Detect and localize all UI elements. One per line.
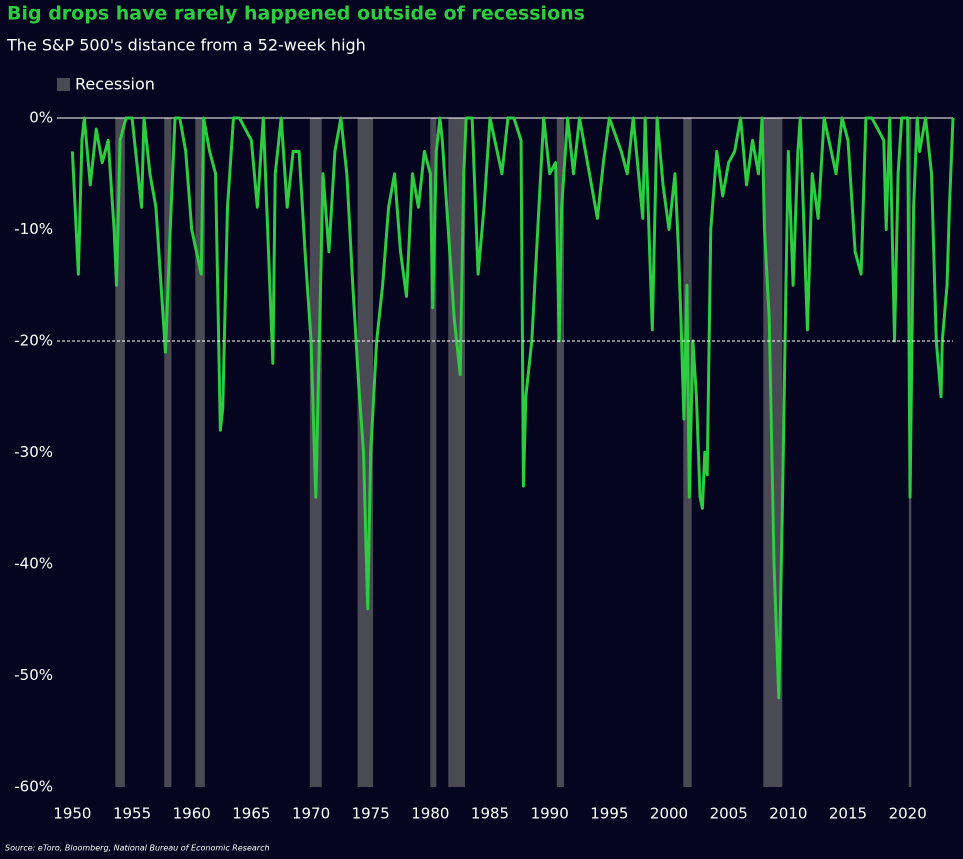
source: Source: eToro, Bloomberg, National Burea…	[5, 844, 270, 853]
y-tick-label: 0%	[29, 109, 53, 127]
x-tick-label: 2020	[889, 805, 927, 823]
y-tick-label: -10%	[14, 220, 53, 238]
x-tick-label: 2005	[710, 805, 748, 823]
y-tick-label: -40%	[14, 555, 53, 573]
y-tick-label: -30%	[14, 443, 53, 461]
x-tick-label: 1975	[352, 805, 390, 823]
chart-subtitle: The S&P 500's distance from a 52-week hi…	[6, 36, 366, 55]
y-tick-label: -20%	[14, 332, 53, 350]
x-tick-label: 1985	[471, 805, 509, 823]
x-tick-label: 1970	[292, 805, 330, 823]
y-tick-label: -60%	[14, 778, 53, 796]
recession-band	[430, 118, 437, 787]
chart-title: Big drops have rarely happened outside o…	[7, 3, 585, 25]
recession-band	[556, 118, 565, 787]
x-tick-label: 1950	[53, 805, 91, 823]
y-tick-label: -50%	[14, 666, 53, 684]
x-tick-label: 1965	[232, 805, 270, 823]
x-tick-label: 1990	[531, 805, 569, 823]
legend-swatch	[57, 78, 70, 91]
recession-band	[164, 118, 172, 787]
x-tick-label: 1955	[113, 805, 151, 823]
x-tick-label: 2015	[829, 805, 867, 823]
x-tick-label: 2010	[769, 805, 807, 823]
recession-band	[195, 118, 205, 787]
x-tick-label: 1980	[411, 805, 449, 823]
x-tick-label: 1995	[590, 805, 628, 823]
legend-label: Recession	[75, 75, 155, 94]
x-tick-label: 1960	[173, 805, 211, 823]
x-tick-label: 2000	[650, 805, 688, 823]
drawdown-line	[70, 116, 955, 700]
recession-band	[357, 118, 374, 787]
recession-band	[115, 118, 125, 787]
